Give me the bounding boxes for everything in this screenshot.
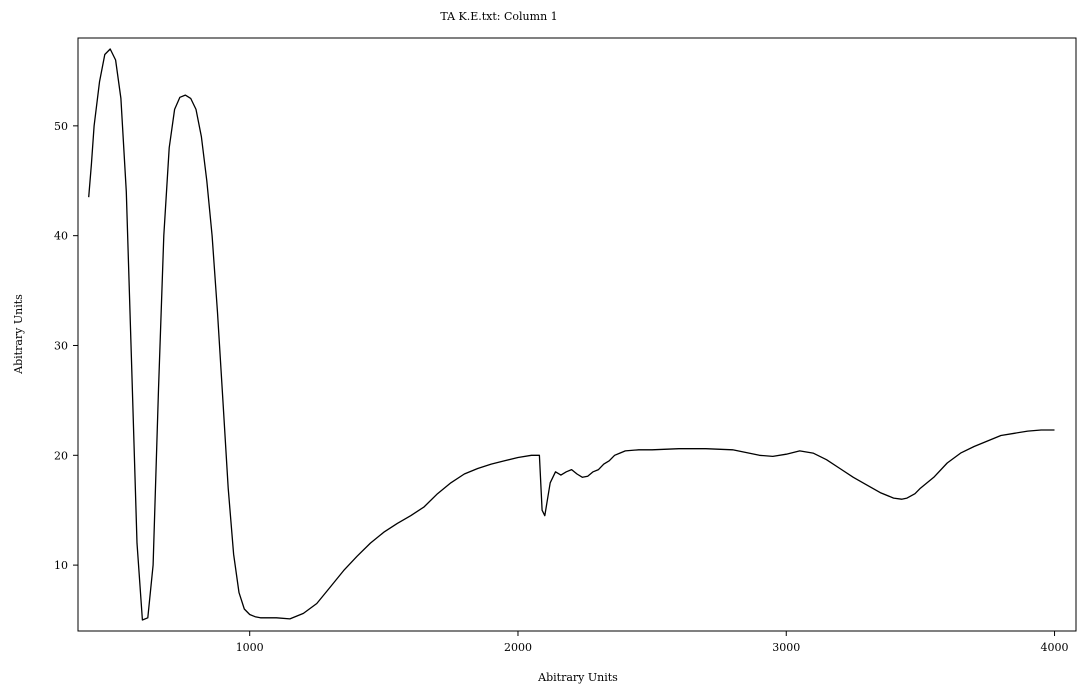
y-axis-label: Abitrary Units <box>12 294 25 375</box>
x-tick-label: 2000 <box>504 641 532 654</box>
x-axis-label: Abitrary Units <box>537 671 618 684</box>
y-axis: 10 20 30 40 50 <box>54 120 78 572</box>
x-axis: 1000 2000 3000 4000 <box>236 631 1069 654</box>
y-tick-label: 20 <box>54 449 68 462</box>
series-layer <box>88 48 1055 621</box>
series-line <box>88 48 1055 621</box>
x-tick-label: 1000 <box>236 641 264 654</box>
x-tick-label: 3000 <box>772 641 800 654</box>
y-tick-label: 50 <box>54 120 68 133</box>
x-tick-label: 4000 <box>1041 641 1069 654</box>
chart-title: TA K.E.txt: Column 1 <box>440 10 557 23</box>
y-tick-label: 30 <box>54 339 68 352</box>
y-tick-label: 10 <box>54 559 68 572</box>
plot-area-frame <box>77 37 1077 632</box>
y-tick-label: 40 <box>54 230 68 243</box>
